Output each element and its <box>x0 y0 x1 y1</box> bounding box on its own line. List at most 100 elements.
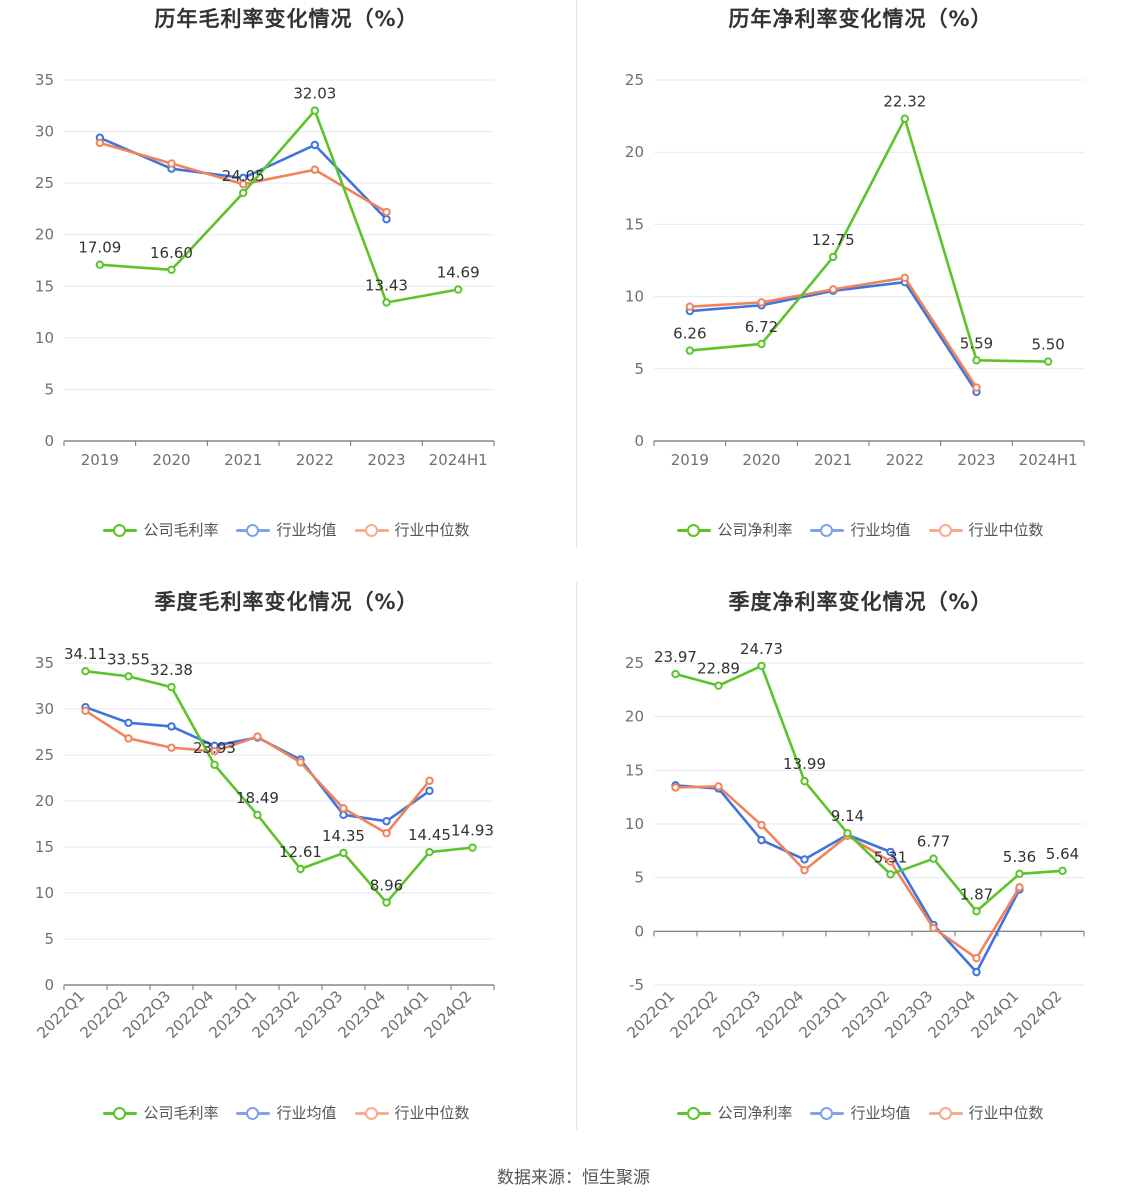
data-point[interactable] <box>886 857 895 866</box>
data-point[interactable] <box>828 285 838 294</box>
data-point[interactable] <box>757 835 766 845</box>
data-point[interactable] <box>238 188 248 198</box>
data-point[interactable] <box>900 273 910 283</box>
data-label: 6.26 <box>673 325 706 343</box>
data-point[interactable] <box>1015 869 1024 879</box>
data-point[interactable] <box>339 804 348 813</box>
data-point[interactable] <box>310 140 320 150</box>
data-point[interactable] <box>757 661 766 671</box>
data-point[interactable] <box>886 847 895 857</box>
data-point[interactable] <box>382 898 391 907</box>
data-point[interactable] <box>714 782 723 791</box>
legend-item[interactable]: 公司净利率 <box>677 1102 792 1123</box>
data-point[interactable] <box>929 923 938 933</box>
data-label: 16.60 <box>150 244 193 262</box>
data-point[interactable] <box>972 907 981 916</box>
data-label: 13.43 <box>365 276 408 294</box>
y-tick-label: 15 <box>625 215 644 233</box>
data-label: 24.05 <box>222 167 265 185</box>
data-point[interactable] <box>800 776 809 786</box>
data-point[interactable] <box>972 356 981 365</box>
legend-item[interactable]: 行业均值 <box>236 519 337 540</box>
data-point[interactable] <box>757 339 766 349</box>
data-point[interactable] <box>167 722 176 731</box>
data-point[interactable] <box>425 786 434 796</box>
data-point[interactable] <box>685 346 695 355</box>
data-point[interactable] <box>757 298 766 307</box>
data-point[interactable] <box>1058 866 1067 875</box>
legend-item[interactable]: 公司净利率 <box>677 519 792 540</box>
data-point[interactable] <box>972 383 981 392</box>
data-point[interactable] <box>382 817 391 826</box>
data-point[interactable] <box>671 669 680 679</box>
chart-legend[interactable]: 公司净利率 行业均值 行业中位数 <box>574 1102 1147 1123</box>
data-point[interactable] <box>757 820 766 830</box>
legend-item[interactable]: 行业中位数 <box>928 519 1044 540</box>
data-point[interactable] <box>425 847 434 857</box>
data-point[interactable] <box>685 302 695 311</box>
chart-legend[interactable]: 公司毛利率 行业均值 行业中位数 <box>0 1102 573 1123</box>
chart-plot: -505101520252022Q12022Q22022Q32022Q42023… <box>624 640 1085 1042</box>
legend-item[interactable]: 行业中位数 <box>928 1102 1044 1123</box>
data-point[interactable] <box>124 718 133 728</box>
chart-legend[interactable]: 公司毛利率 行业均值 行业中位数 <box>0 519 573 540</box>
data-point[interactable] <box>800 865 809 875</box>
data-point[interactable] <box>124 672 133 681</box>
y-tick-label: 20 <box>35 226 54 244</box>
data-point[interactable] <box>453 285 463 294</box>
data-point[interactable] <box>468 843 477 852</box>
data-point[interactable] <box>382 207 391 217</box>
data-point[interactable] <box>167 682 176 692</box>
data-point[interactable] <box>671 783 680 792</box>
legend-line-marker-icon <box>677 1106 712 1120</box>
data-point[interactable] <box>972 953 981 963</box>
data-point[interactable] <box>1015 883 1024 892</box>
data-point[interactable] <box>253 810 262 820</box>
data-point[interactable] <box>714 681 723 690</box>
y-tick-label: 15 <box>625 761 644 779</box>
x-tick-label: 2022 <box>296 451 334 469</box>
data-point[interactable] <box>886 870 895 879</box>
data-point[interactable] <box>382 829 391 838</box>
data-point[interactable] <box>929 854 938 863</box>
data-point[interactable] <box>296 864 305 874</box>
chart-legend[interactable]: 公司净利率 行业均值 行业中位数 <box>574 519 1147 540</box>
data-point[interactable] <box>310 165 320 174</box>
legend-item[interactable]: 公司毛利率 <box>103 519 218 540</box>
data-point[interactable] <box>210 760 219 770</box>
data-label: 5.50 <box>1031 336 1064 354</box>
data-point[interactable] <box>167 743 176 752</box>
series-line-industry-average <box>689 280 978 393</box>
data-point[interactable] <box>167 159 176 168</box>
legend-line-marker-icon <box>236 523 271 537</box>
data-point[interactable] <box>81 666 90 676</box>
legend-item[interactable]: 行业均值 <box>810 519 911 540</box>
data-point[interactable] <box>828 252 838 262</box>
data-point[interactable] <box>253 732 262 741</box>
data-point[interactable] <box>95 260 105 269</box>
data-point[interactable] <box>1043 357 1053 366</box>
legend-item[interactable]: 行业中位数 <box>354 519 470 540</box>
data-point[interactable] <box>843 829 852 838</box>
data-point[interactable] <box>167 265 176 274</box>
data-point[interactable] <box>382 215 391 224</box>
data-point[interactable] <box>800 855 809 864</box>
data-point[interactable] <box>296 758 305 767</box>
data-point[interactable] <box>310 106 320 115</box>
data-point[interactable] <box>900 114 910 123</box>
data-point[interactable] <box>972 967 981 977</box>
legend-line-marker-icon <box>677 523 712 537</box>
data-point[interactable] <box>382 298 391 307</box>
data-point[interactable] <box>95 138 105 148</box>
legend-item[interactable]: 行业均值 <box>810 1102 911 1123</box>
data-point[interactable] <box>210 747 219 756</box>
legend-item[interactable]: 行业均值 <box>236 1102 337 1123</box>
legend-item[interactable]: 公司毛利率 <box>103 1102 218 1123</box>
legend-item[interactable]: 行业中位数 <box>354 1102 470 1123</box>
data-point[interactable] <box>425 776 434 785</box>
data-point[interactable] <box>238 179 248 189</box>
data-point[interactable] <box>339 848 348 858</box>
data-point[interactable] <box>124 734 133 743</box>
data-label: 6.72 <box>745 318 778 336</box>
data-point[interactable] <box>81 706 90 716</box>
